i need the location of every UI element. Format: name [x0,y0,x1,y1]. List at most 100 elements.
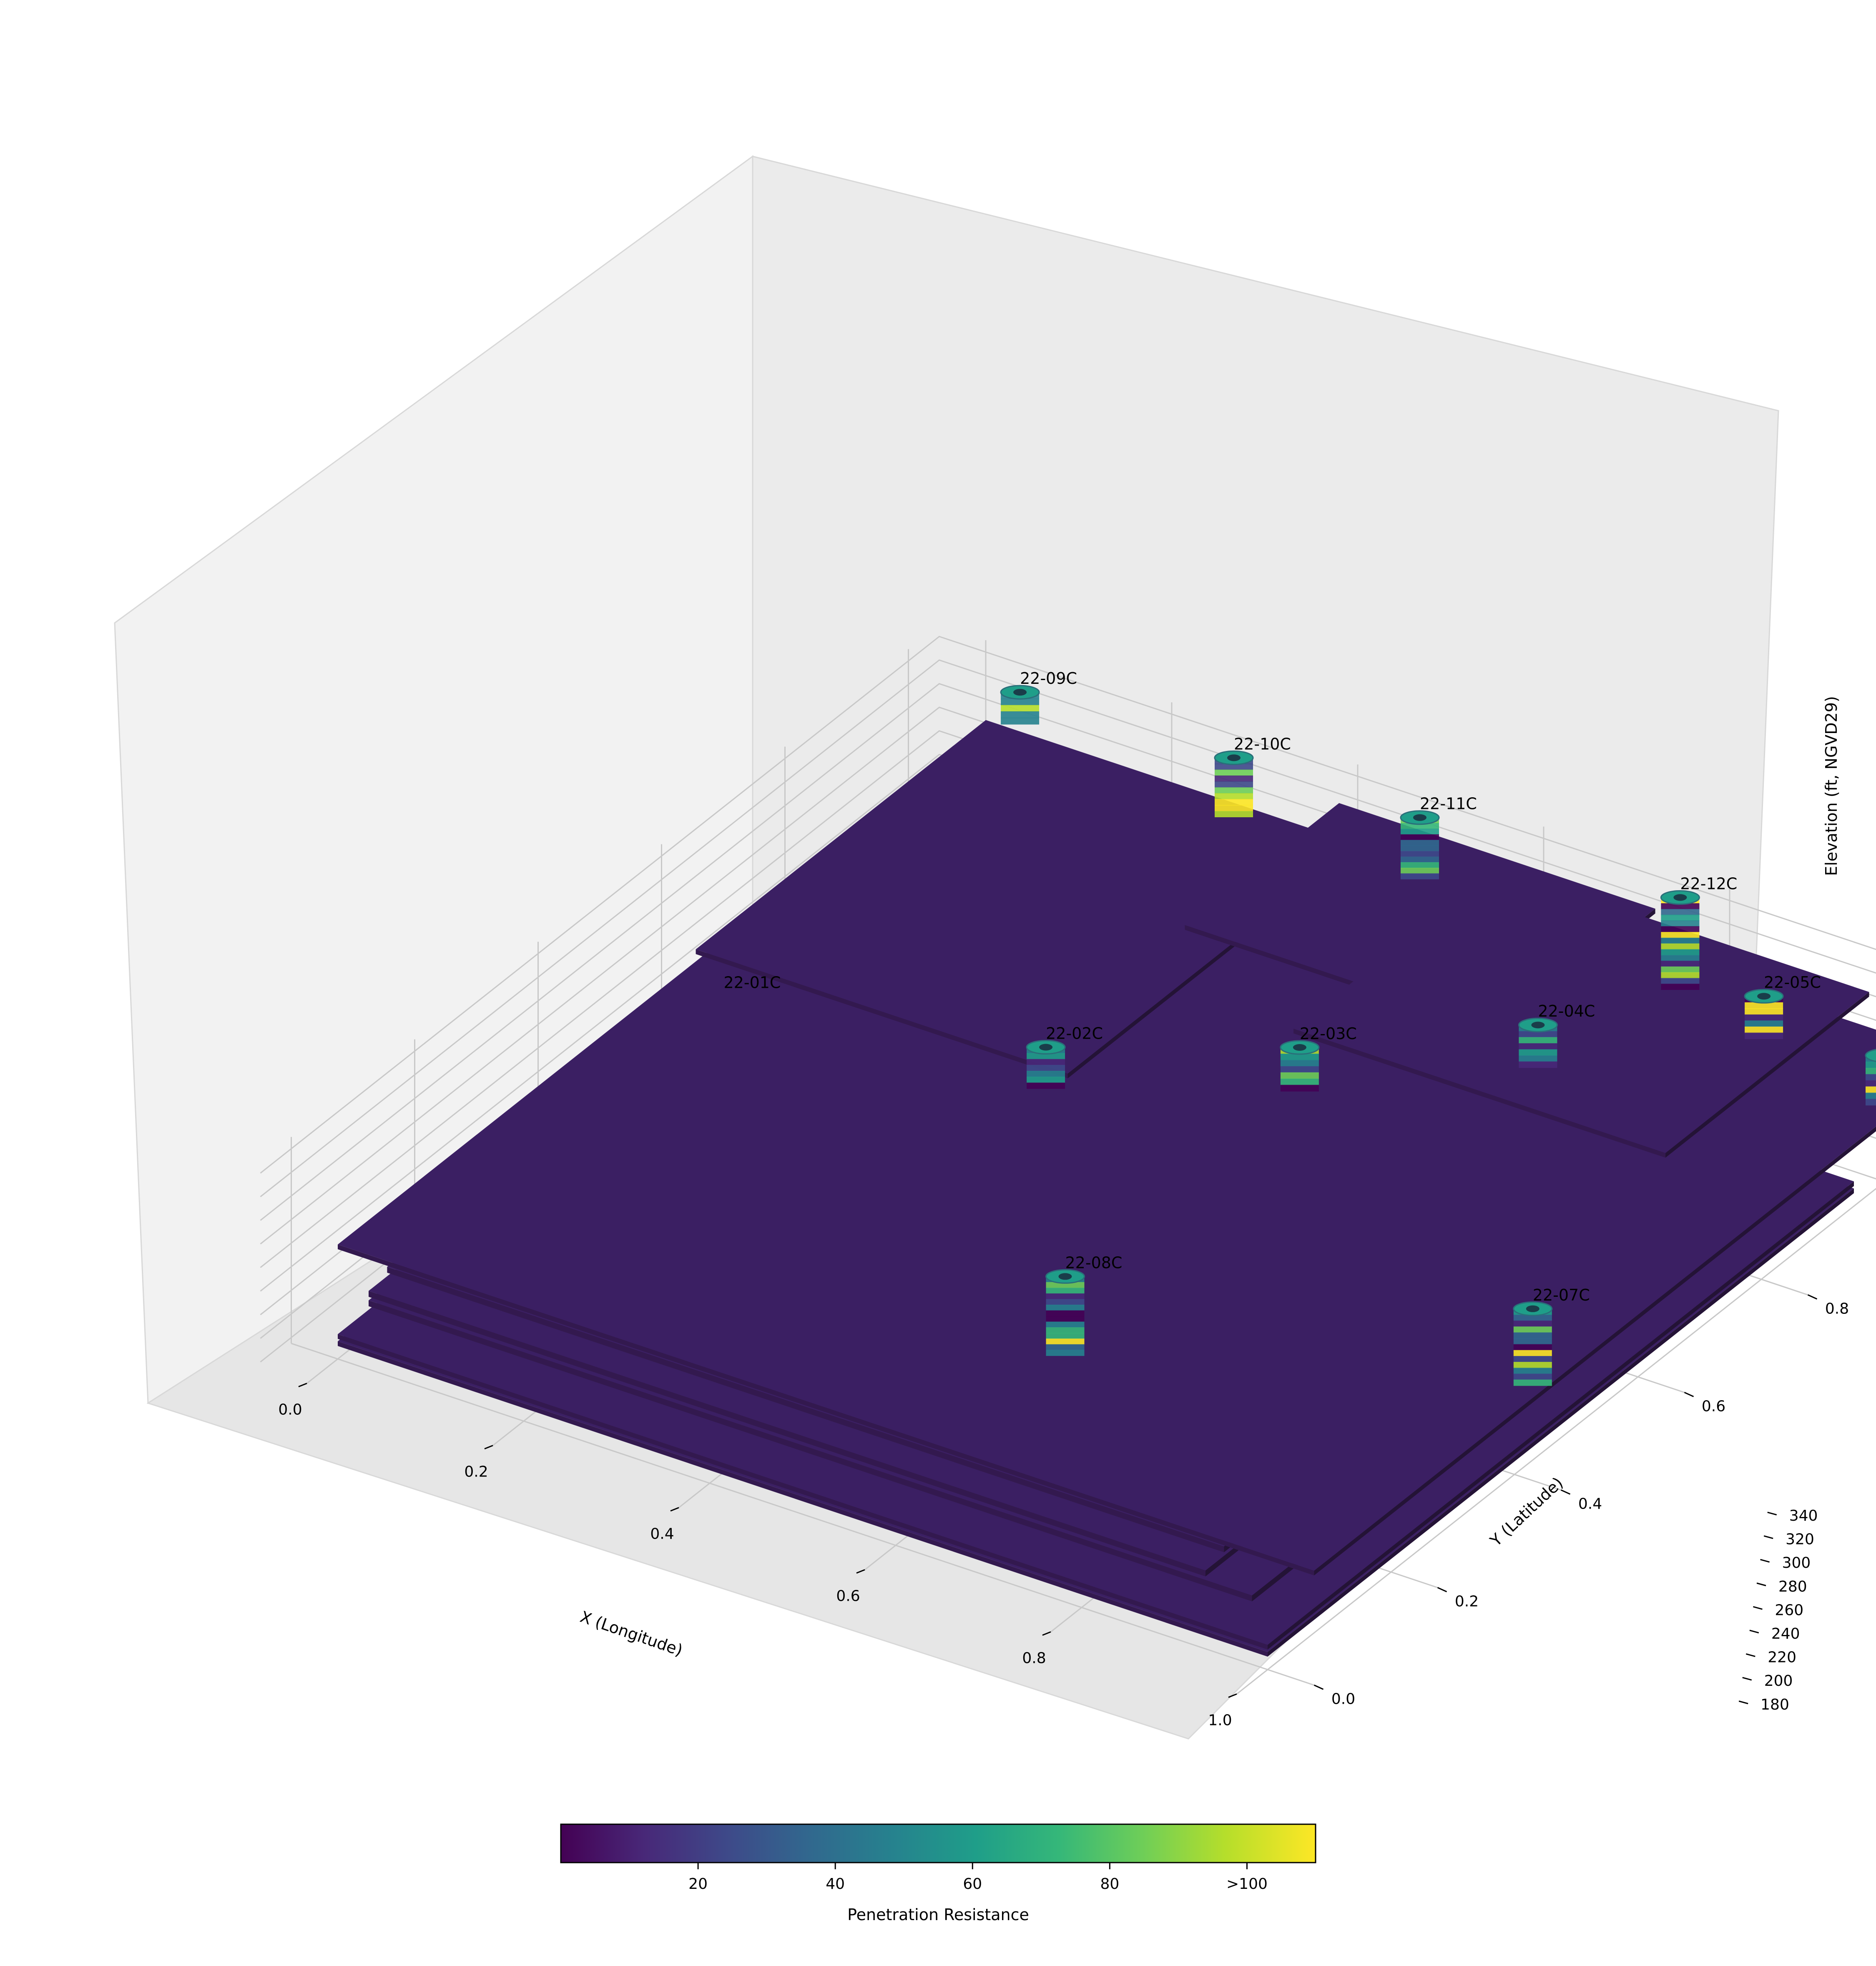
borehole-22-08C: 22-08C [1045,1253,1122,1356]
borehole-segment [1401,834,1439,841]
x-tick-label: 0.6 [836,1588,860,1605]
layer-front-face [1293,1029,1666,1158]
borehole-hole [1058,1273,1072,1280]
borehole-segment [1513,1321,1552,1327]
y-tick-label: 0.8 [1825,1300,1849,1317]
borehole-segment [1046,1327,1085,1333]
z-tick-mark [1756,1582,1766,1587]
borehole-segment [1046,1321,1085,1328]
borehole-hole [1013,689,1027,696]
z-axis-label: Elevation (ft, NGVD29) [1822,696,1841,876]
x-axis-ticks: 0.0 0.2 0.4 0.6 0.8 1.0 [278,1383,1237,1729]
y-tick-mark [1684,1392,1694,1397]
borehole-segment [1866,1086,1876,1093]
z-tick-label: 320 [1786,1531,1814,1548]
borehole-segment [1661,920,1700,927]
borehole-segment [1661,932,1700,938]
colorbar-label: Penetration Resistance [847,1906,1029,1924]
borehole-segment [1027,1077,1065,1083]
borehole-segment [1280,1085,1319,1092]
z-tick-label: 260 [1775,1602,1803,1619]
borehole-segment [1661,937,1700,944]
y-tick-mark [1437,1587,1447,1592]
borehole-segment [1046,1299,1085,1305]
y-axis-label: Y (Latitude) [1486,1474,1567,1550]
borehole-segment [1401,823,1439,829]
borehole-22-11C: 22-11C [1400,795,1477,879]
borehole-segment [1866,1068,1876,1075]
borehole-segment [1027,1053,1065,1060]
borehole-segment [1401,840,1439,846]
borehole-segment [1745,1008,1783,1015]
borehole-segment [1661,955,1700,962]
colorbar-ticks: 20 40 60 80 >100 [688,1863,1268,1893]
borehole-segment [1513,1338,1552,1345]
borehole-segment [1513,1350,1552,1356]
borehole-segment [1519,1043,1557,1050]
borehole-label: 22-04C [1538,1002,1595,1020]
y-tick-label: 0.4 [1578,1495,1602,1512]
z-tick-mark [1767,1512,1777,1516]
borehole-label: 22-03C [1300,1024,1357,1043]
y-tick-mark [1313,1685,1324,1690]
borehole-segment [1027,1065,1065,1071]
borehole-22-01C: 22-01C [724,974,781,992]
borehole-segment [1215,769,1253,776]
grid-z [260,659,1876,1198]
borehole-22-05C: 22-05C [1744,973,1821,1039]
borehole-segment [1001,698,1040,706]
borehole-segment [1215,763,1253,770]
borehole-segment [1661,972,1700,979]
borehole-segment [1745,1002,1783,1009]
borehole-segment [1661,984,1700,990]
layer-front-face [338,1334,1268,1650]
borehole-label: 22-12C [1680,874,1737,893]
borehole-segment [1401,829,1439,835]
y-tick-label: 0.0 [1331,1690,1355,1707]
borehole-segment [1519,1061,1557,1068]
borehole-segment [1519,1049,1557,1056]
borehole-segment [1027,1059,1065,1065]
borehole-segment [1001,711,1040,718]
z-tick-label: 300 [1782,1554,1811,1572]
borehole-segment [1215,793,1253,800]
z-tick-label: 200 [1764,1672,1793,1690]
y-tick-mark [1560,1489,1571,1495]
borehole-22-10C: 22-10C [1214,735,1291,817]
borehole-segment [1280,1078,1319,1085]
borehole-segment [1513,1356,1552,1363]
borehole-segment [1661,943,1700,950]
x-tick-mark [298,1383,307,1388]
x-tick-label: 0.0 [278,1401,302,1419]
borehole-segment [1661,914,1700,921]
borehole-22-06C: 22-06C [1865,1049,1876,1106]
borehole-segment [1661,909,1700,915]
colorbar-gradient [560,1823,1316,1863]
y-tick-label: 0.6 [1702,1398,1725,1415]
layer-front-face [369,1300,1252,1602]
borehole-segment [1215,775,1253,782]
borehole-segment [1401,856,1439,863]
borehole-segment [1513,1332,1552,1339]
borehole-segment [1215,811,1253,817]
borehole-label: 22-09C [1020,669,1077,688]
layer-side-face [1314,1126,1876,1576]
borehole-segment [1513,1373,1552,1380]
borehole-segment [1027,1071,1065,1077]
z-tick-mark [1742,1677,1752,1681]
borehole-segment [1280,1066,1319,1073]
colorbar-tick-label: 60 [963,1876,982,1893]
borehole-segment [1027,1082,1065,1089]
boreholes: 22-01C 22-02C 22-03C 22-04C 22-05C 22-06C 22-0… [724,669,1876,1386]
y-tick-mark [1807,1294,1818,1300]
borehole-segment [1046,1350,1085,1356]
x-tick-label: 0.4 [650,1526,674,1543]
borehole-segment [1519,1031,1557,1038]
borehole-hole [1531,1022,1545,1029]
borehole-segment [1661,949,1700,956]
borehole-segment [1280,1053,1319,1060]
borehole-22-04C: 22-04C [1518,1002,1595,1068]
borehole-segment [1046,1282,1085,1288]
borehole-hole [1526,1305,1539,1312]
